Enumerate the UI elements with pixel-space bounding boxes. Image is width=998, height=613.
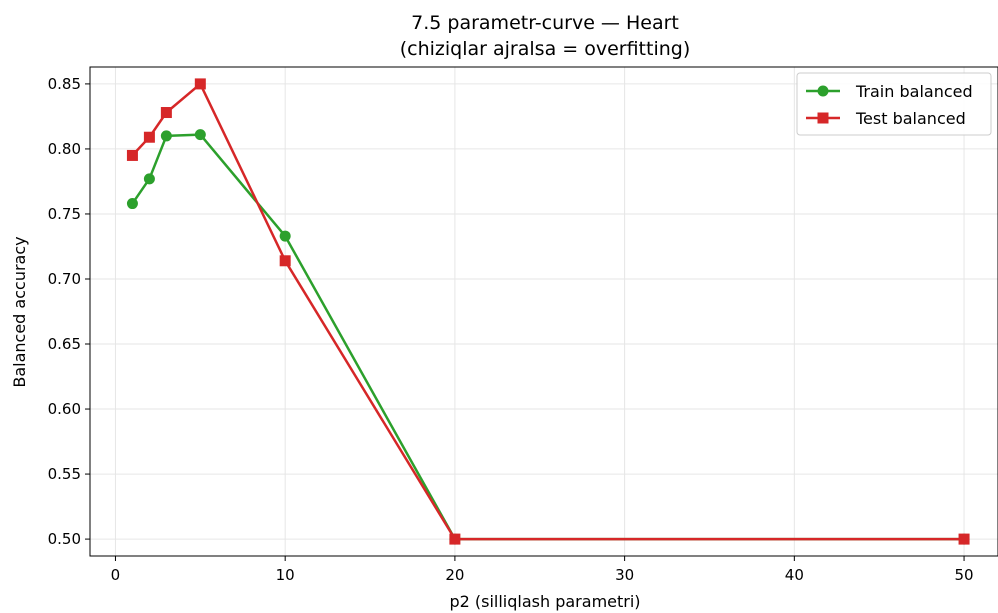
x-axis-label: p2 (silliqlash parametri)	[449, 592, 640, 611]
legend-train-label: Train balanced	[855, 82, 973, 101]
data-point-train	[126, 198, 138, 210]
x-tick-label: 20	[445, 566, 464, 584]
legend-test-label: Test balanced	[855, 109, 966, 128]
data-point-train	[143, 173, 155, 185]
legend-box	[796, 72, 992, 136]
data-point-test	[449, 533, 461, 545]
series-layer	[126, 78, 970, 545]
y-tick-label: 0.55	[48, 465, 81, 483]
x-axis-ticks: 0 10 20 30 40 50	[111, 556, 974, 584]
data-point-test	[160, 107, 172, 119]
y-axis-ticks: 0.50 0.55 0.60 0.65 0.70 0.75 0.80 0.85	[48, 75, 90, 548]
data-point-test	[194, 78, 206, 90]
chart-title: 7.5 parametr-curve — Heart	[411, 12, 679, 34]
data-point-test	[958, 533, 970, 545]
y-axis-label: Balanced accuracy	[10, 236, 29, 387]
data-point-train	[194, 129, 206, 141]
y-tick-label: 0.80	[48, 140, 81, 158]
x-tick-label: 50	[955, 566, 974, 584]
x-tick-label: 0	[111, 566, 121, 584]
plot-frame	[89, 66, 998, 557]
x-tick-label: 10	[276, 566, 295, 584]
y-tick-label: 0.65	[48, 335, 81, 353]
legend: Train balanced Test balanced	[796, 72, 992, 136]
legend-train-marker	[817, 85, 829, 97]
y-tick-label: 0.60	[48, 400, 81, 418]
data-point-test	[143, 131, 155, 143]
y-tick-label: 0.85	[48, 75, 81, 93]
series-line-0	[131, 133, 965, 541]
data-point-train	[279, 230, 291, 242]
x-tick-label: 30	[615, 566, 634, 584]
series-line-1	[131, 82, 965, 541]
data-point-test	[279, 255, 291, 267]
legend-test-marker	[817, 112, 829, 124]
data-point-test	[126, 149, 138, 161]
y-tick-label: 0.50	[48, 530, 81, 548]
y-tick-label: 0.70	[48, 270, 81, 288]
data-point-train	[160, 130, 172, 142]
y-tick-label: 0.75	[48, 205, 81, 223]
chart-subtitle: (chiziqlar ajralsa = overfitting)	[400, 38, 691, 60]
x-tick-label: 40	[785, 566, 804, 584]
